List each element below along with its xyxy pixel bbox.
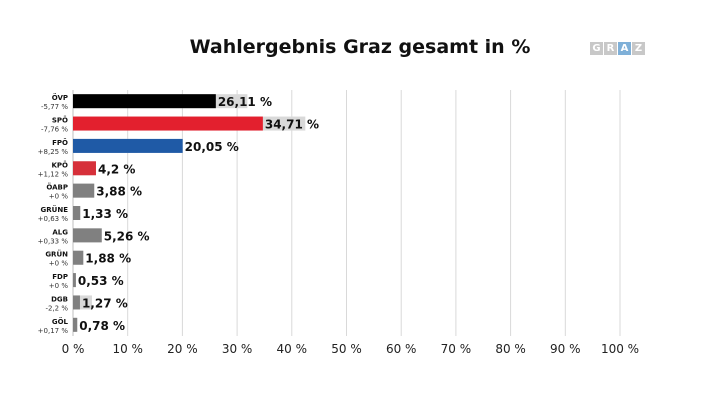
change-label: +0 % [49, 260, 69, 268]
value-label: 1,27 % [82, 296, 128, 310]
change-label: -5,77 % [41, 103, 68, 111]
x-tick-label: 0 % [62, 342, 85, 356]
chart-title: Wahlergebnis Graz gesamt in % [189, 36, 531, 58]
party-label: KPÖ [51, 160, 68, 169]
party-label: ÖABP [46, 183, 68, 192]
value-label: 1,88 % [85, 252, 131, 266]
party-label: GÖL [52, 317, 69, 326]
result-bar [73, 250, 84, 265]
change-label: +0 % [49, 193, 69, 201]
x-tick-label: 60 % [386, 342, 417, 356]
x-tick-label: 10 % [112, 342, 143, 356]
party-label: SPÖ [52, 116, 68, 125]
value-label: 3,88 % [96, 185, 142, 199]
change-label: +0 % [49, 282, 69, 290]
x-tick-label: 80 % [495, 342, 526, 356]
change-label: +0,17 % [38, 327, 69, 335]
logo-letter: R [604, 42, 617, 55]
party-label: GRÜNE [41, 205, 69, 214]
result-bar [73, 206, 81, 220]
party-label: FDP [52, 273, 68, 281]
value-label: 4,2 % [98, 162, 135, 176]
x-tick-label: 90 % [550, 342, 581, 356]
result-bar [73, 116, 263, 131]
party-label: DGB [51, 295, 68, 303]
change-label: +8,25 % [38, 148, 69, 156]
logo-letter: A [618, 42, 631, 55]
graz-logo: G R A Z [590, 42, 646, 55]
value-label: 0,78 % [79, 319, 125, 333]
value-label: 34,71 % [265, 118, 319, 132]
x-tick-label: 50 % [331, 342, 362, 356]
x-tick-label: 30 % [222, 342, 253, 356]
result-bar [73, 273, 76, 288]
party-label: FPÖ [52, 138, 68, 147]
result-bar [73, 138, 183, 153]
change-label: +0,63 % [38, 215, 69, 223]
value-label: 0,53 % [78, 274, 124, 288]
change-label: +0,33 % [38, 237, 69, 245]
party-label: ALG [52, 228, 68, 236]
value-label: 20,05 % [185, 140, 239, 154]
value-label: 1,33 % [82, 207, 128, 221]
result-bar [73, 94, 216, 109]
change-label: +1,12 % [38, 170, 69, 178]
result-bar [73, 183, 95, 198]
x-tick-label: 70 % [441, 342, 472, 356]
change-label: -2,2 % [45, 304, 68, 312]
value-label: 26,11 % [218, 95, 272, 109]
result-bar [73, 295, 80, 310]
result-bar [73, 228, 102, 243]
change-label: -7,76 % [41, 126, 68, 134]
party-label: ÖVP [52, 93, 68, 102]
result-bar [73, 317, 78, 332]
x-tick-label: 100 % [601, 342, 639, 356]
value-label: 5,26 % [104, 229, 150, 243]
x-tick-label: 40 % [277, 342, 308, 356]
party-label: GRÜN [45, 250, 68, 259]
logo-letter: Z [632, 42, 645, 55]
x-tick-label: 20 % [167, 342, 198, 356]
result-bar [73, 161, 96, 176]
logo-letter: G [590, 42, 603, 55]
